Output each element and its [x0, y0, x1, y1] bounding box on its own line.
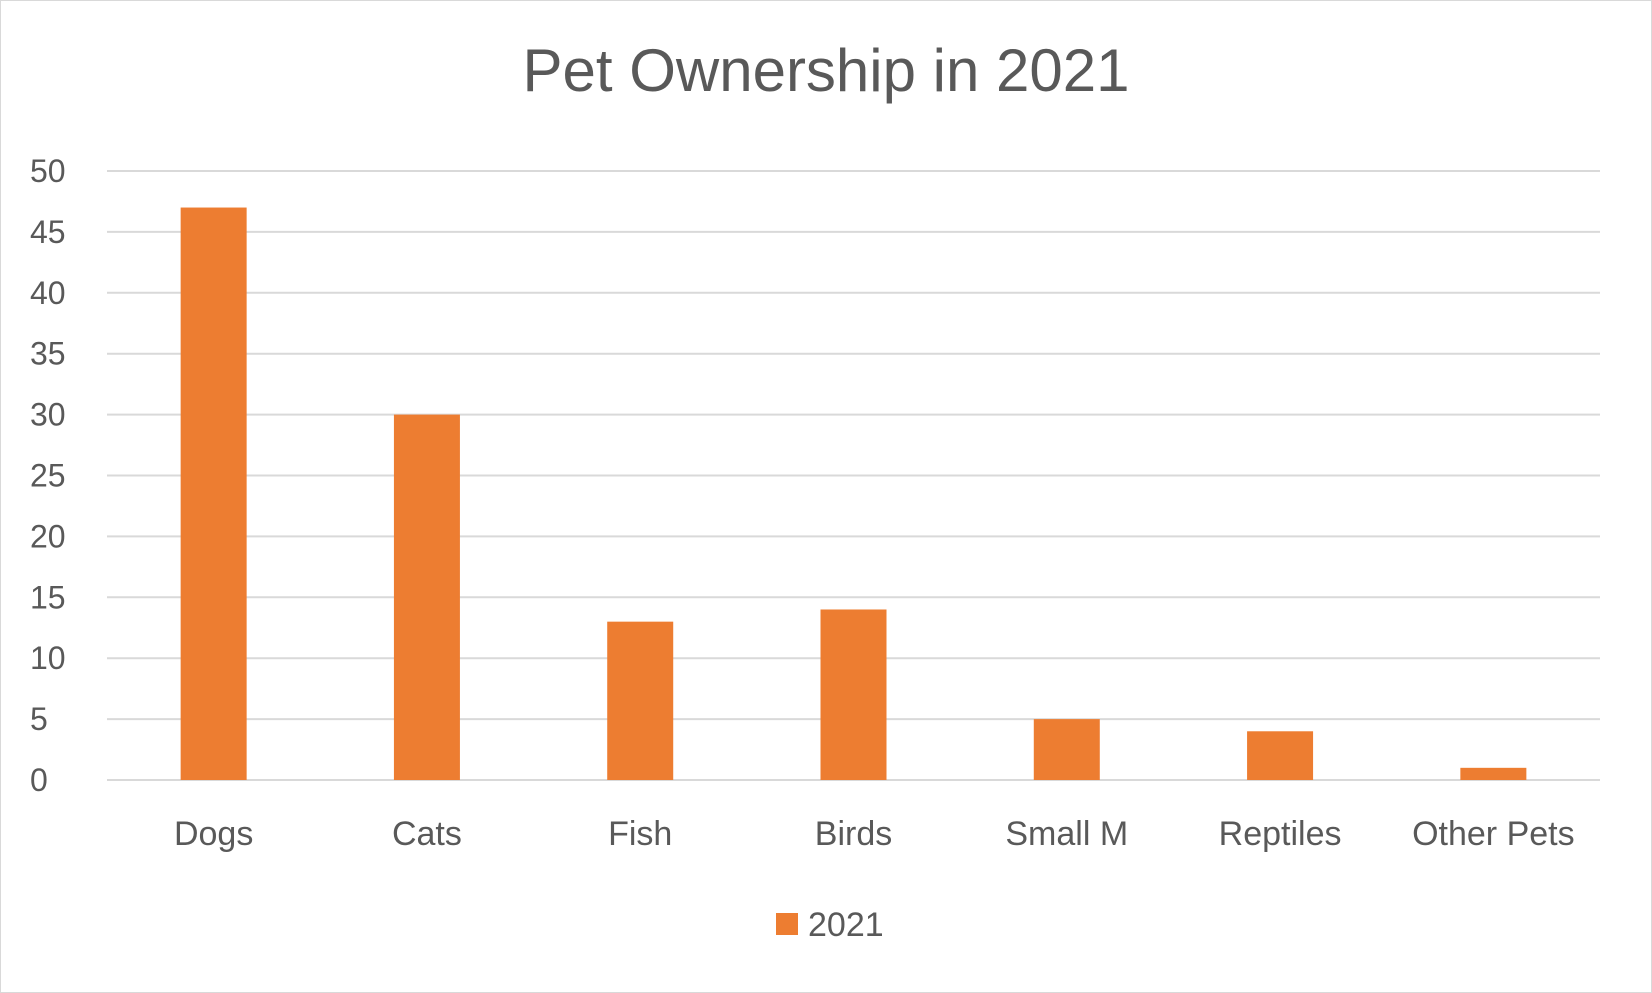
y-tick-label: 35 — [30, 336, 66, 372]
y-tick-label: 50 — [30, 153, 66, 189]
bar-cats — [393, 414, 460, 780]
y-tick-label: 5 — [30, 701, 48, 737]
bar-birds — [820, 609, 887, 780]
x-category-label: Dogs — [174, 815, 253, 853]
x-category-label: Fish — [608, 815, 672, 853]
x-category-label: Small M — [1005, 815, 1128, 853]
legend: 2021 — [776, 906, 884, 944]
y-tick-label: 15 — [30, 579, 66, 615]
y-tick-label: 30 — [30, 397, 66, 433]
gridlines — [107, 170, 1600, 781]
y-tick-label: 40 — [30, 275, 66, 311]
bar-other-pets — [1460, 767, 1527, 780]
x-axis-labels: Dogs Cats Fish Birds Small M Reptiles Other Pe… — [174, 815, 1575, 853]
bar-reptiles — [1247, 731, 1314, 780]
y-tick-label: 20 — [30, 518, 66, 554]
x-category-label: Other Pets — [1412, 815, 1575, 853]
legend-label: 2021 — [808, 906, 884, 944]
bar-small-m — [1033, 719, 1100, 780]
y-axis-ticks: 0 5 10 15 20 25 30 35 40 45 50 — [30, 153, 66, 798]
chart-title: Pet Ownership in 2021 — [522, 37, 1130, 104]
bar-fish — [607, 621, 674, 780]
y-tick-label: 25 — [30, 458, 66, 494]
y-tick-label: 10 — [30, 640, 66, 676]
bar-dogs — [180, 207, 247, 781]
x-category-label: Birds — [815, 815, 892, 853]
legend-swatch — [776, 913, 798, 935]
bars — [180, 207, 1527, 781]
x-category-label: Reptiles — [1219, 815, 1342, 853]
y-tick-label: 45 — [30, 214, 66, 250]
y-tick-label: 0 — [30, 762, 48, 798]
x-category-label: Cats — [392, 815, 462, 853]
